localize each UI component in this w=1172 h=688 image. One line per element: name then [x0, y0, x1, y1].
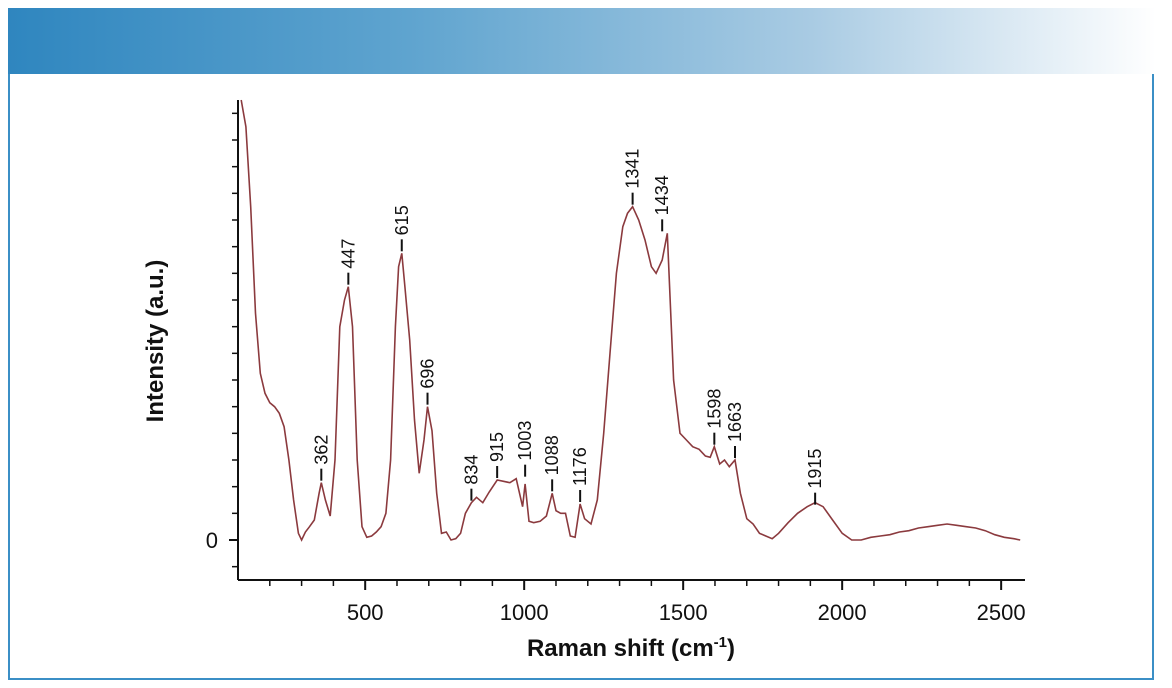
x-tick-label: 2500 — [977, 600, 1026, 625]
annotations: 362 447 615 696 834 915 1003 1088 1176 1341 1434 15… — [311, 149, 825, 505]
x-axis-title-tail: ) — [727, 635, 735, 662]
peak-annotation: 834 — [461, 455, 481, 501]
y-axis-title: Intensity (a.u.) — [142, 260, 169, 423]
peak-annotation: 362 — [311, 435, 331, 481]
peak-label: 1915 — [805, 449, 825, 489]
peak-annotation: 915 — [487, 432, 507, 478]
peak-annotation: 447 — [338, 239, 358, 285]
peak-label: 1663 — [725, 402, 745, 442]
spectrum-line — [240, 99, 1021, 542]
peak-annotation: 1088 — [542, 435, 562, 492]
series-layer — [240, 99, 1021, 542]
peak-label: 615 — [392, 205, 412, 235]
peak-label: 1176 — [570, 447, 590, 486]
x-tick-label: 1000 — [500, 600, 549, 625]
peak-label: 1341 — [623, 149, 643, 189]
peak-annotation: 615 — [392, 205, 412, 252]
header-banner — [8, 8, 1156, 76]
peak-label: 362 — [311, 435, 331, 465]
peak-annotation: 1598 — [704, 389, 724, 445]
peak-label: 915 — [487, 432, 507, 462]
peak-annotation: 1663 — [725, 402, 745, 458]
x-tick-label: 1500 — [659, 600, 708, 625]
y-tick-label: 0 — [206, 528, 218, 553]
peak-label: 1003 — [515, 421, 535, 461]
peak-annotation: 1176 — [570, 447, 590, 502]
x-axis-title: Raman shift (cm-1) — [527, 634, 735, 662]
ticks: 500 1000 1500 2000 2500 0 — [206, 112, 1026, 625]
axes — [237, 100, 1025, 581]
peak-annotation: 1434 — [652, 175, 672, 232]
x-tick-label: 2000 — [818, 600, 867, 625]
peak-label: 696 — [418, 359, 438, 389]
x-axis-title-main: Raman shift (cm — [527, 635, 714, 662]
peak-label: 447 — [338, 239, 358, 269]
peak-annotation: 1341 — [623, 149, 643, 205]
peak-label: 1088 — [542, 435, 562, 475]
peak-annotation: 1915 — [805, 449, 825, 505]
x-tick-label: 500 — [347, 600, 384, 625]
x-axis-title-sup: -1 — [714, 634, 727, 651]
peak-label: 1434 — [652, 175, 672, 215]
peak-label: 834 — [461, 455, 481, 485]
peak-label: 1598 — [704, 389, 724, 429]
peak-annotation: 696 — [418, 359, 438, 405]
peak-annotation: 1003 — [515, 421, 535, 477]
